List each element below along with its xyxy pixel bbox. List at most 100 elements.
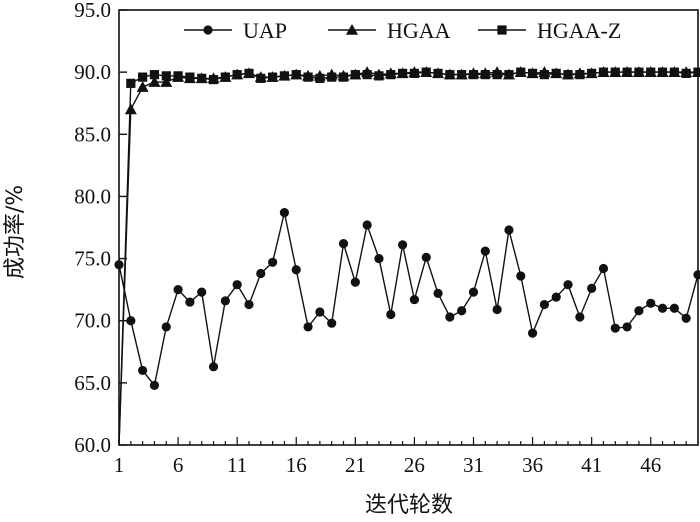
data-point-hgaa-z [173,71,183,81]
series-layer [114,66,700,446]
data-point-hgaa-z [268,72,278,82]
data-point-hgaa-z [291,70,301,80]
x-tick-label: 11 [227,453,247,477]
data-point-hgaa-z [197,73,207,83]
data-point-uap [315,307,325,317]
data-point-uap [539,299,549,310]
data-point-hgaa-z [149,70,160,80]
data-point-uap [303,322,313,332]
data-point-hgaa-z [138,72,148,82]
legend-item-uap: UAP [184,18,287,43]
data-point-uap [622,322,632,332]
data-point-hgaa-z [468,70,479,80]
data-point-hgaa-z [350,70,360,80]
plot-frame [118,9,699,446]
data-point-uap [669,303,679,313]
y-tick-label: 85.0 [74,122,111,146]
series-line-hgaa [118,71,698,446]
data-point-uap [516,271,526,281]
data-point-uap [657,303,668,313]
data-point-uap [208,362,219,372]
data-point-hgaa-z [185,72,195,82]
data-point-uap [126,316,136,326]
data-point-uap [197,287,207,297]
data-point-uap [256,268,266,279]
data-point-uap [173,285,183,295]
x-tick-label: 31 [463,453,484,477]
data-point-uap [634,306,644,316]
data-point-hgaa-z [551,68,561,78]
data-point-hgaa-z [657,67,668,77]
data-point-uap [681,313,691,323]
data-point-uap [527,328,538,338]
y-tick-label: 75.0 [74,247,111,271]
data-point-hgaa-z [433,68,443,78]
x-tick-label: 6 [173,453,184,477]
legend: UAP HGAA HGAA-Z [184,18,621,43]
data-point-uap [244,299,254,310]
data-point-hgaa-z [681,68,691,78]
data-point-hgaa-z [397,68,408,78]
data-point-hgaa-z [646,67,656,77]
data-point-hgaa-z [539,70,549,80]
data-point-uap [268,257,278,267]
data-point-hgaa-z [693,67,700,77]
data-point-uap [374,253,384,264]
data-point-uap [362,220,372,230]
series-line-hgaa-z [118,71,699,446]
data-point-hgaa-z [421,67,431,77]
data-point-hgaa-z [598,67,609,77]
data-point-hgaa-z [362,70,372,80]
legend-item-hgaa: HGAA [328,18,451,43]
data-point-hgaa-z [244,68,254,78]
data-point-hgaa-z [587,68,597,78]
x-tick-label: 46 [640,453,661,477]
y-tick-label: 60.0 [74,433,111,457]
data-point-hgaa-z [445,70,455,80]
data-point-hgaa [160,76,173,87]
y-tick-label: 95.0 [74,0,111,22]
data-point-uap [433,288,443,298]
data-point-uap [492,304,502,315]
data-point-hgaa-z [669,67,679,77]
x-tick-label: 16 [286,453,307,477]
legend-label: HGAA [387,18,451,43]
data-point-uap [232,280,242,290]
data-point-uap [598,263,609,274]
data-point-hgaa-z [338,72,349,82]
series-hgaa-z [118,67,700,446]
data-point-hgaa-z [208,75,219,85]
data-point-uap [610,323,620,333]
data-point-uap [327,318,337,328]
data-point-uap [551,292,561,302]
legend-label: HGAA-Z [537,18,621,43]
legend-label: UAP [243,18,287,43]
data-point-hgaa-z [315,73,325,83]
data-point-hgaa-z [161,71,171,81]
y-tick-label: 80.0 [74,184,111,208]
y-axis-title: 成功率/% [3,185,28,279]
data-point-uap [386,309,396,320]
data-point-hgaa-z [492,70,502,80]
data-point-uap [480,246,490,256]
y-tick-label: 70.0 [74,309,111,333]
data-point-hgaa-z [480,70,490,80]
data-point-hgaa-z [374,71,384,81]
data-point-uap [161,322,171,332]
data-point-hgaa [148,76,161,87]
data-point-uap [397,240,408,250]
data-point-uap [445,312,455,322]
data-point-uap [646,298,656,308]
x-tick-label: 26 [404,453,425,477]
data-point-hgaa-z [409,68,420,78]
y-tick-label: 90.0 [74,60,111,84]
data-point-uap [575,312,585,322]
legend-marker [346,24,358,35]
x-tick-label: 1 [114,453,125,477]
data-point-uap [279,207,290,218]
legend-item-hgaa-z: HGAA-Z [478,18,621,43]
series-hgaa [118,66,700,446]
x-axis-title: 迭代轮数 [365,493,453,518]
data-point-hgaa [136,81,149,92]
